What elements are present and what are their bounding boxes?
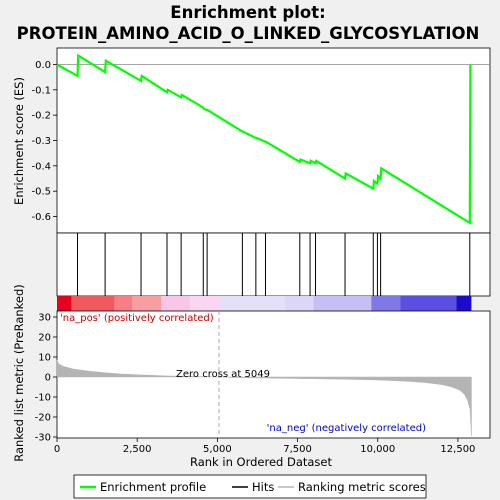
color-bar-segment — [371, 296, 401, 311]
x-ticks: 0 2,500 5,000 7,500 10,000 12,500 — [54, 438, 475, 455]
na-pos-annotation: 'na_pos' (positively correlated) — [60, 313, 214, 324]
legend-label-metric: Ranking metric scores — [298, 480, 426, 494]
es-y-tick-label: -0.2 — [31, 111, 51, 122]
es-series-group — [56, 53, 472, 225]
metric-y-tick-label: -20 — [35, 413, 51, 424]
chart-title-line-1: Enrichment plot: — [170, 3, 325, 22]
color-bar-segment — [132, 296, 162, 311]
enrichment-profile-line — [56, 53, 472, 225]
ranking-color-bar — [57, 296, 472, 311]
es-y-tick-label: -0.3 — [31, 136, 51, 147]
color-bar-segment — [218, 296, 285, 311]
color-bar-segment — [161, 296, 191, 311]
x-tick-label: 0 — [54, 444, 60, 455]
x-tick-label: 12,500 — [440, 444, 475, 455]
ranking-metric-area — [56, 359, 472, 437]
chart-title-line-2: PROTEIN_AMINO_ACID_O_LINKED_GLYCOSYLATIO… — [17, 24, 480, 43]
es-y-tick-label: -0.4 — [31, 161, 51, 172]
color-bar-segment — [71, 296, 115, 311]
x-tick-label: 2,500 — [123, 444, 152, 455]
metric-y-tick-label: 0 — [45, 373, 51, 384]
color-bar-segment — [114, 296, 133, 311]
es-y-tick-label: 0.0 — [35, 60, 51, 71]
legend-box — [73, 474, 427, 499]
es-y-tick-label: -0.5 — [31, 187, 51, 198]
metric-y-tick-label: 10 — [38, 353, 51, 364]
color-bar-segment — [57, 296, 72, 311]
color-bar-segment — [313, 296, 372, 311]
color-bar-segment — [400, 296, 457, 311]
x-axis-label: Rank in Ordered Dataset — [190, 455, 333, 469]
na-neg-annotation: 'na_neg' (negatively correlated) — [267, 423, 426, 434]
metric-y-axis-label: Ranked list metric (PreRanked) — [12, 284, 26, 462]
color-bar-segment — [190, 296, 219, 311]
es-y-axis-label: Enrichment score (ES) — [12, 77, 26, 205]
hits-panel-frame — [56, 232, 491, 297]
es-y-tick-label: -0.1 — [31, 85, 51, 96]
x-tick-label: 5,000 — [203, 444, 232, 455]
color-bar-segment — [284, 296, 314, 311]
metric-series-group — [56, 311, 472, 438]
x-tick-label: 10,000 — [360, 444, 395, 455]
legend-label-hits: Hits — [252, 480, 274, 494]
color-bar-segment — [456, 296, 472, 311]
metric-y-tick-label: -10 — [35, 393, 51, 404]
metric-y-tick-label: -30 — [35, 433, 51, 444]
x-tick-label: 7,500 — [283, 444, 312, 455]
metric-y-tick-label: 20 — [38, 333, 51, 344]
hits-group — [77, 233, 471, 296]
es-panel-frame — [56, 47, 491, 234]
legend-label-enrichment: Enrichment profile — [100, 480, 206, 494]
es-y-tick-label: -0.6 — [31, 212, 51, 223]
zero-cross-annotation: Zero cross at 5049 — [176, 369, 270, 380]
metric-y-ticks: 30 20 10 0 -10 -20 -30 — [35, 313, 57, 444]
metric-y-tick-label: 30 — [38, 313, 51, 324]
es-y-ticks: 0.0 -0.1 -0.2 -0.3 -0.4 -0.5 -0.6 — [31, 60, 57, 223]
